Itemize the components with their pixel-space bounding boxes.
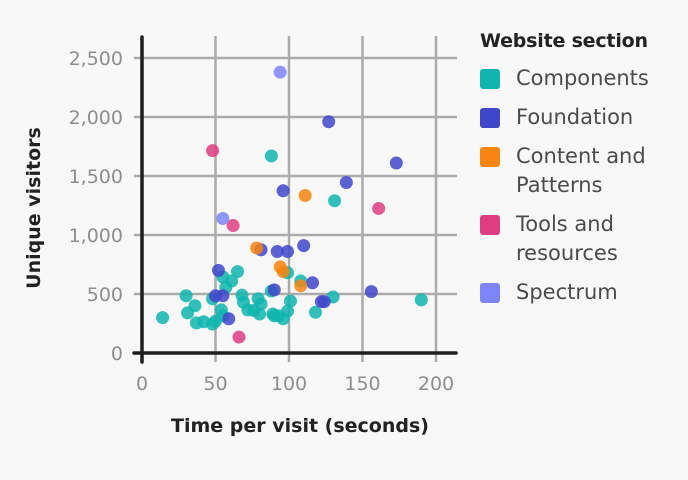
legend-item-components[interactable]: Components	[480, 64, 680, 93]
data-point[interactable]	[339, 175, 353, 189]
x-tick-label: 0	[136, 373, 148, 395]
x-axis-title: Time per visit (seconds)	[171, 415, 429, 437]
data-point[interactable]	[281, 245, 295, 259]
y-tick-label: 1,500	[69, 166, 123, 188]
data-point[interactable]	[232, 330, 246, 344]
data-point[interactable]	[372, 201, 386, 215]
data-point[interactable]	[222, 312, 236, 326]
data-point[interactable]	[216, 289, 230, 303]
data-points	[156, 65, 428, 344]
data-point[interactable]	[179, 289, 193, 303]
data-point[interactable]	[211, 263, 225, 277]
gridlines	[134, 36, 457, 362]
data-point[interactable]	[281, 304, 295, 318]
legend-label: Patterns	[516, 173, 603, 197]
legend-swatch-icon	[480, 215, 500, 235]
data-point[interactable]	[283, 294, 297, 308]
legend-swatch-icon	[480, 283, 500, 303]
legend-item-tools-and-resources[interactable]: Tools and resources	[480, 210, 680, 268]
data-point[interactable]	[328, 194, 342, 208]
y-tick-label: 0	[111, 343, 123, 365]
data-point[interactable]	[276, 265, 290, 279]
data-point[interactable]	[270, 245, 284, 259]
x-tick-label: 50	[203, 373, 227, 395]
legend-label: Spectrum	[516, 280, 618, 304]
legend-item-spectrum[interactable]: Spectrum	[480, 278, 680, 307]
data-point[interactable]	[181, 306, 195, 320]
data-point[interactable]	[276, 184, 290, 198]
data-point[interactable]	[308, 305, 322, 319]
data-point[interactable]	[156, 311, 170, 325]
data-point[interactable]	[306, 276, 320, 290]
data-point[interactable]	[297, 239, 311, 253]
scatter-chart: 0 500 1,000 1,500 2,000 2,500 0 50 100 150 200 Un…	[23, 35, 458, 437]
data-point[interactable]	[294, 279, 308, 293]
data-point[interactable]	[322, 115, 336, 129]
x-axis-ticks: 0 50 100 150 200	[136, 373, 454, 395]
data-point[interactable]	[206, 144, 220, 158]
data-point[interactable]	[298, 188, 312, 202]
legend-label: Content and	[516, 144, 646, 168]
data-point[interactable]	[314, 295, 328, 309]
data-point[interactable]	[216, 211, 230, 225]
x-tick-label: 100	[271, 373, 307, 395]
y-tick-label: 2,000	[69, 107, 123, 129]
legend-label: Foundation	[516, 105, 634, 129]
x-tick-label: 150	[344, 373, 380, 395]
data-point[interactable]	[364, 285, 378, 299]
y-axis-title: Unique visitors	[23, 127, 45, 289]
y-axis-ticks: 0 500 1,000 1,500 2,000 2,500	[69, 48, 123, 365]
legend-label: Tools and	[516, 212, 614, 236]
data-point[interactable]	[267, 283, 281, 297]
data-point[interactable]	[264, 149, 278, 163]
legend-label: resources	[516, 241, 618, 265]
data-point[interactable]	[197, 315, 211, 329]
y-tick-label: 1,000	[69, 225, 123, 247]
data-point[interactable]	[250, 241, 264, 255]
data-point[interactable]	[226, 219, 240, 233]
data-point[interactable]	[273, 65, 287, 79]
y-tick-label: 500	[87, 284, 123, 306]
data-point[interactable]	[267, 309, 281, 323]
legend-swatch-icon	[480, 147, 500, 167]
x-tick-label: 200	[418, 373, 454, 395]
data-point[interactable]	[253, 307, 267, 321]
data-point[interactable]	[254, 297, 268, 311]
data-point[interactable]	[414, 293, 428, 307]
legend: Website section Components Foundation Co…	[480, 30, 680, 317]
legend-swatch-icon	[480, 69, 500, 89]
data-point[interactable]	[389, 156, 403, 170]
y-tick-label: 2,500	[69, 48, 123, 70]
legend-title: Website section	[480, 30, 648, 52]
legend-label: Components	[516, 66, 649, 90]
legend-swatch-icon	[480, 108, 500, 128]
legend-item-foundation[interactable]: Foundation	[480, 103, 680, 132]
data-point[interactable]	[231, 265, 245, 279]
legend-item-content-and-patterns[interactable]: Content and Patterns	[480, 142, 680, 200]
